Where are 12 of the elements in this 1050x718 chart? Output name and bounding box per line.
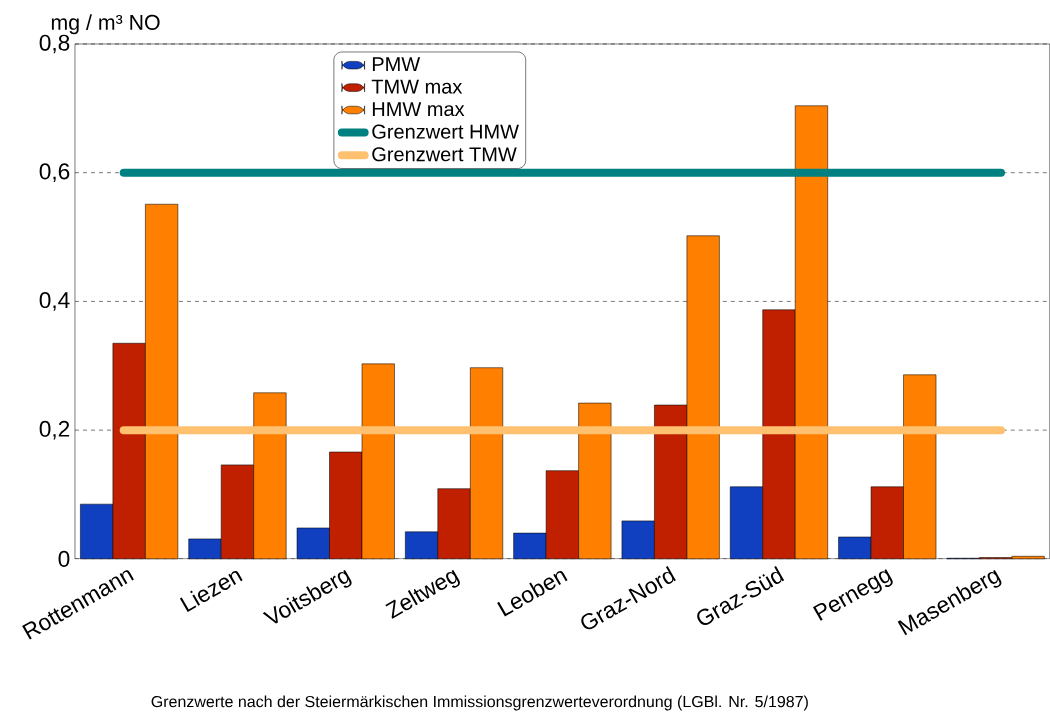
y-tick-label: 0,6: [39, 163, 70, 183]
y-axis-title: mg / m³ NO: [51, 14, 160, 35]
legend-label: HMW max: [372, 102, 465, 117]
legend-label: Grenzwert TMW: [372, 147, 517, 162]
legend-label: PMW: [372, 57, 421, 72]
y-tick-label: 0,8: [39, 34, 70, 54]
legend-label: Grenzwert HMW: [372, 124, 519, 139]
text: Grenzwerte nach der Steiermärkischen Immissionsgrenzwerteverordnung (LGBl. Nr. 5/1987): [151, 695, 808, 711]
y-tick-label: 0,2: [39, 420, 70, 440]
y-tick-label: 0: [58, 550, 70, 567]
y-tick-label: 0,4: [39, 292, 70, 311]
legend-label: TMW max: [371, 79, 463, 94]
